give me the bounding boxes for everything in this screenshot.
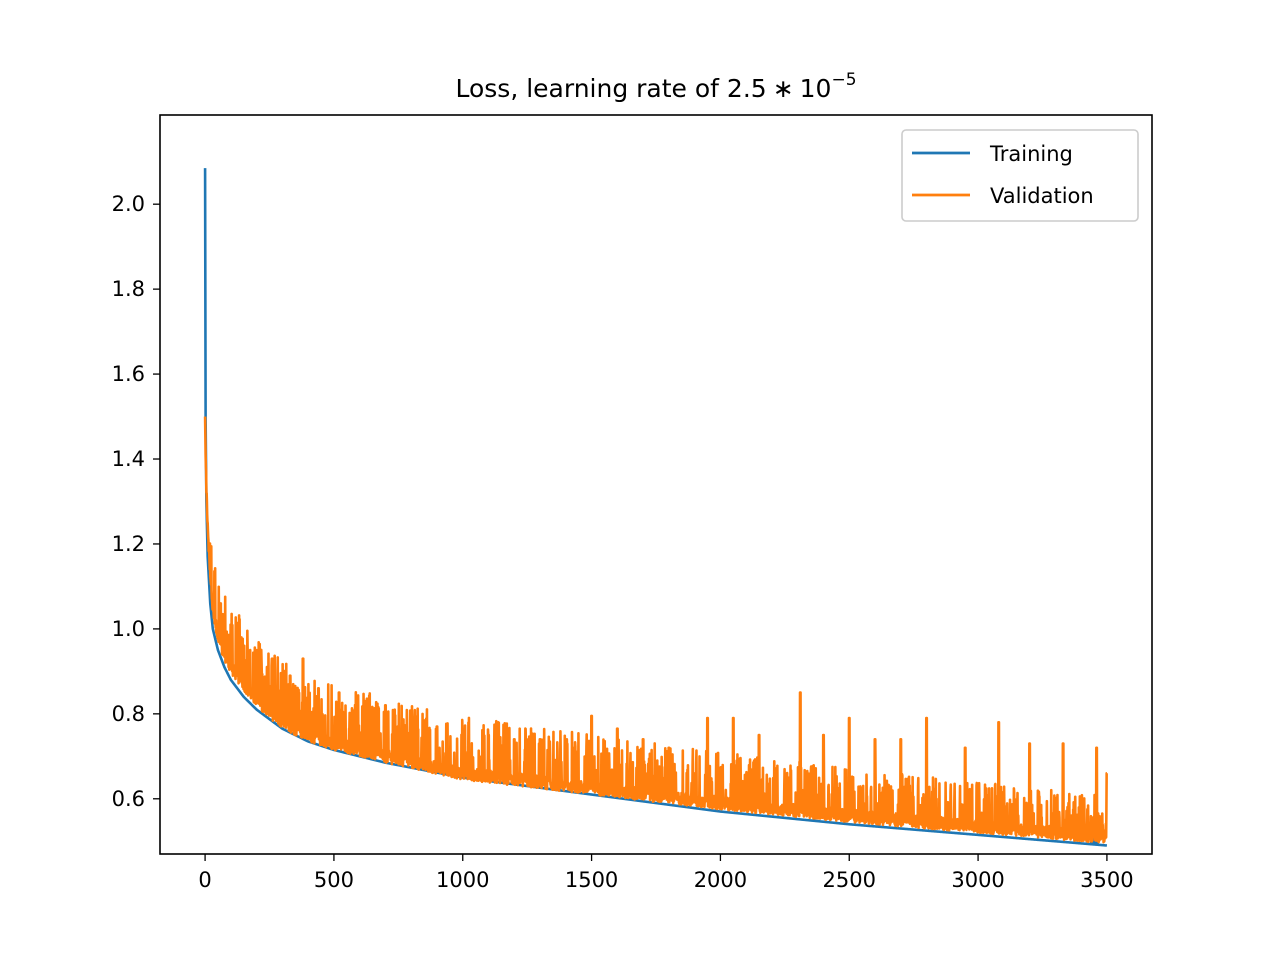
x-axis: 0 500 1000 1500 2000 2500 3000 3500 (198, 854, 1134, 892)
y-tick-label: 1.8 (112, 277, 145, 301)
plot-frame (159, 114, 1153, 855)
x-tick-label: 2000 (694, 868, 747, 892)
x-tick-label: 1000 (436, 868, 489, 892)
chart-title-times: ∗ (773, 74, 794, 103)
chart-title-text: Loss, learning rate of 2.5 (455, 74, 766, 103)
plot-area (203, 168, 1108, 847)
series-line-validation (203, 416, 1108, 844)
x-tick-label: 500 (314, 868, 354, 892)
legend: Training Validation (901, 129, 1139, 222)
y-tick-label: 1.2 (112, 532, 145, 556)
chart-title-base: 10 (800, 74, 832, 103)
legend-label-training: Training (989, 142, 1073, 166)
y-tick-label: 1.0 (112, 617, 145, 641)
legend-label-validation: Validation (990, 184, 1094, 208)
y-tick-label: 0.8 (112, 702, 145, 726)
x-tick-label: 0 (198, 868, 211, 892)
x-tick-label: 1500 (565, 868, 618, 892)
series-line-training (203, 168, 1108, 847)
x-tick-label: 3000 (951, 868, 1004, 892)
chart-title: Loss, learning rate of 2.5 ∗ 10−5 (455, 70, 856, 103)
chart-title-exponent: −5 (831, 70, 856, 90)
y-tick-label: 1.4 (112, 447, 145, 471)
y-axis: 0.6 0.8 1.0 1.2 1.4 1.6 1.8 2.0 (112, 192, 160, 811)
y-tick-label: 1.6 (112, 362, 145, 386)
y-tick-label: 0.6 (112, 787, 145, 811)
x-tick-label: 2500 (823, 868, 876, 892)
y-tick-label: 2.0 (112, 192, 145, 216)
x-tick-label: 3500 (1080, 868, 1133, 892)
